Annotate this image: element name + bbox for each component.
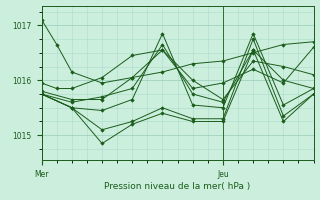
X-axis label: Pression niveau de la mer( hPa ): Pression niveau de la mer( hPa ) — [104, 182, 251, 190]
